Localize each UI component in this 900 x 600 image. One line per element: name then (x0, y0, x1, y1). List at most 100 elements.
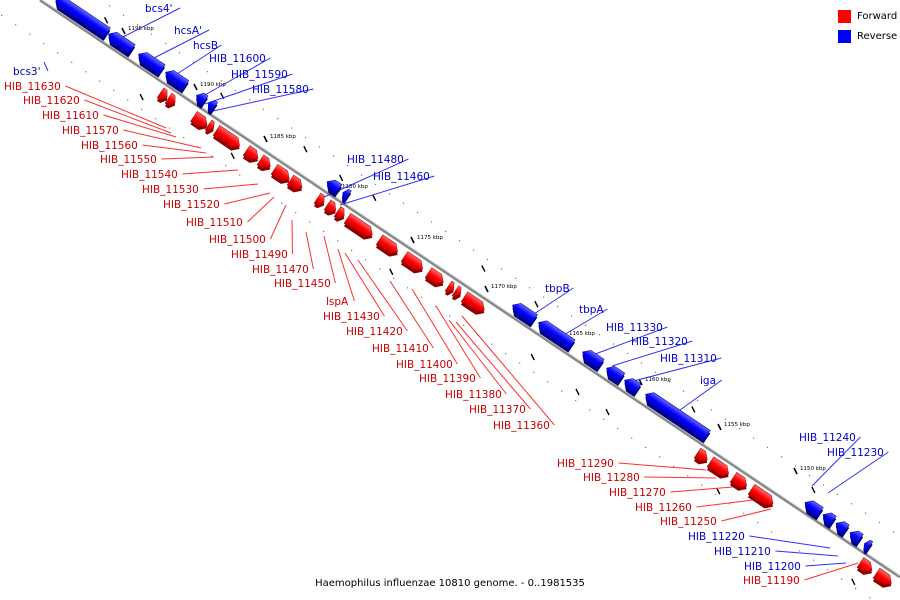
gene-body (242, 145, 259, 161)
gene-body (538, 320, 576, 351)
gene-body (256, 154, 271, 169)
scale-dot (626, 352, 629, 355)
reverse-gene (512, 303, 538, 328)
scale-dot (206, 71, 209, 73)
forward-leader (644, 476, 717, 479)
gene-label-hib-11400: HIB_11400 (396, 359, 453, 371)
scale-label: 1180 kbp (342, 184, 368, 190)
gene-label-hib-11410: HIB_11410 (372, 343, 429, 355)
scale-dot (472, 249, 475, 251)
scale-dot (99, 80, 101, 82)
scale-tick (263, 135, 268, 143)
reverse-leader (805, 562, 847, 567)
scale-dot (1, 14, 3, 17)
gene-body (706, 456, 729, 477)
reverse-gene (326, 179, 343, 198)
reverse-gene (538, 320, 576, 353)
forward-gene (444, 280, 455, 296)
gene-label-bcs4: bcs4' (145, 3, 172, 15)
legend-reverse: Reverse (838, 29, 897, 43)
forward-swatch (838, 9, 851, 23)
gene-label-hib-11530: HIB_11530 (142, 184, 199, 196)
gene-body (693, 447, 708, 462)
gene-body (138, 52, 166, 76)
forward-leader (357, 259, 408, 332)
forward-leader (323, 235, 336, 284)
scale-dot (654, 371, 657, 373)
scale-dot (309, 221, 311, 223)
forward-leader (804, 562, 859, 581)
scale-dot (645, 446, 647, 449)
scale-dot (589, 409, 591, 411)
reverse-leader (339, 175, 435, 206)
forward-leader (670, 486, 734, 493)
gene-body (270, 163, 290, 182)
forward-gene (343, 212, 373, 240)
scale-dot (239, 174, 241, 176)
scale-dot (57, 52, 59, 54)
tick-mark (372, 194, 377, 202)
forward-leader (435, 305, 481, 379)
scale-dot (892, 531, 895, 533)
gene-label-hib-11500: HIB_11500 (209, 234, 266, 246)
scale-tick (121, 27, 126, 35)
forward-leader (305, 231, 314, 270)
forward-gene (204, 119, 215, 135)
scale-dot (211, 155, 213, 157)
forward-gene (156, 87, 168, 103)
scale-dot (603, 418, 605, 420)
scale-label: 1165 kbp (569, 331, 595, 337)
tick-mark (104, 16, 109, 24)
scale-dot (491, 343, 493, 345)
scale-dot (304, 136, 307, 139)
scale-dot (780, 456, 783, 458)
gene-label-hib-11490: HIB_11490 (231, 249, 288, 261)
forward-leader (389, 280, 434, 349)
scale-dot (323, 230, 325, 233)
gene-label-hib-11290: HIB_11290 (557, 458, 614, 470)
reverse-gene (341, 188, 352, 204)
scale-dot (183, 136, 185, 139)
gene-body (822, 512, 837, 527)
scale-label: 1175 kbp (417, 235, 443, 241)
forward-gene (400, 251, 423, 274)
scale-label: 1155 kbp (724, 422, 750, 428)
scale-dot (225, 165, 227, 167)
gene-label-hib-11520: HIB_11520 (163, 199, 220, 211)
scale-dot (15, 24, 17, 26)
gene-label-hib-11540: HIB_11540 (121, 169, 178, 181)
scale-dot (771, 531, 773, 533)
gene-label-hib-11590: HIB_11590 (231, 69, 288, 81)
scale-dot (281, 202, 283, 204)
gene-body (333, 206, 345, 220)
forward-gene (872, 567, 892, 588)
scale-label: 1195 kbp (128, 26, 154, 32)
gene-body (856, 557, 873, 573)
scale-dot (612, 343, 615, 345)
forward-gene (270, 163, 290, 184)
gene-body (196, 92, 209, 107)
gene-label-tbpa: tbpA (579, 304, 604, 316)
reverse-leader (749, 535, 831, 549)
genome-caption: Haemophilus influenzae 10810 genome. - 0… (315, 578, 585, 589)
forward-leader (142, 144, 207, 154)
scale-dot (561, 390, 563, 392)
gene-body (190, 111, 208, 128)
reverse-gene (863, 539, 874, 555)
gene-body (212, 125, 240, 148)
gene-body (343, 212, 373, 237)
scale-dot (752, 437, 755, 439)
gene-label-hib-11600: HIB_11600 (209, 53, 266, 65)
label-leader-lines (43, 7, 889, 581)
gene-label-hcsa: hcsA' (174, 25, 202, 37)
reverse-gene (165, 70, 190, 94)
forward-gene (242, 145, 259, 163)
scale-label: 1190 kbp (200, 82, 226, 88)
scale-dot (598, 334, 601, 336)
gene-label-hib-11470: HIB_11470 (252, 264, 309, 276)
reverse-leader (149, 29, 210, 61)
gene-label-hib-11380: HIB_11380 (445, 389, 502, 401)
scale-dot (71, 61, 73, 63)
forward-gene (706, 456, 729, 479)
